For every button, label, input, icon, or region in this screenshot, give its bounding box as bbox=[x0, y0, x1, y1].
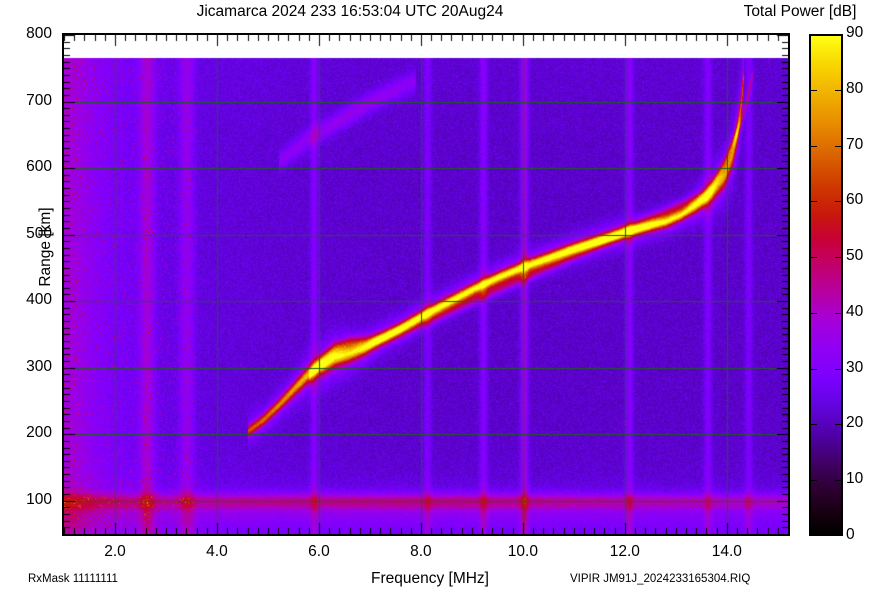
page-title: Jicamarca 2024 233 16:53:04 UTC 20Aug24 bbox=[196, 3, 504, 20]
y-tick-label: 600 bbox=[26, 158, 52, 176]
colorbar-tick-label: 20 bbox=[846, 414, 864, 432]
y-tick-label: 700 bbox=[26, 91, 52, 109]
colorbar-tick bbox=[811, 480, 817, 481]
y-tick-label: 500 bbox=[26, 224, 52, 242]
x-tick-label: 10.0 bbox=[507, 543, 538, 560]
colorbar-tick bbox=[811, 257, 817, 258]
colorbar-tick bbox=[835, 369, 841, 370]
x-tick-label: 12.0 bbox=[609, 543, 640, 560]
y-tick-label: 400 bbox=[26, 291, 52, 309]
x-tick-label: 8.0 bbox=[410, 543, 432, 560]
colorbar-title: Total Power [dB] bbox=[743, 3, 857, 20]
colorbar-tick bbox=[835, 424, 841, 425]
ionogram-heatmap-canvas bbox=[64, 35, 788, 534]
footer-filename: VIPIR JM91J_2024233165304.RIQ bbox=[570, 573, 751, 585]
x-tick-label: 2.0 bbox=[104, 543, 126, 560]
colorbar-tick bbox=[811, 201, 817, 202]
colorbar-tick-label: 90 bbox=[846, 24, 864, 41]
colorbar-tick-label: 80 bbox=[846, 79, 864, 97]
footer-rxmask: RxMask 11111111 bbox=[28, 573, 118, 585]
colorbar-tick bbox=[811, 313, 817, 314]
colorbar-tick-label: 70 bbox=[846, 135, 864, 153]
y-tick-label: 800 bbox=[26, 25, 52, 42]
colorbar-tick bbox=[811, 424, 817, 425]
colorbar bbox=[809, 34, 843, 536]
x-axis-label: Frequency [MHz] bbox=[370, 570, 489, 587]
colorbar-tick bbox=[811, 369, 817, 370]
colorbar-tick bbox=[811, 146, 817, 147]
x-tick-label: 4.0 bbox=[206, 543, 228, 560]
y-tick-label: 200 bbox=[26, 424, 52, 442]
colorbar-tick bbox=[835, 201, 841, 202]
ionogram-plot bbox=[62, 33, 790, 536]
y-tick-label: 100 bbox=[26, 490, 52, 508]
colorbar-tick-label: 50 bbox=[846, 247, 864, 265]
colorbar-tick-label: 40 bbox=[846, 302, 864, 320]
colorbar-tick bbox=[835, 146, 841, 147]
colorbar-tick bbox=[835, 313, 841, 314]
x-tick-label: 14.0 bbox=[711, 543, 742, 560]
colorbar-tick bbox=[835, 257, 841, 258]
x-tick-label: 6.0 bbox=[308, 543, 330, 560]
colorbar-tick-label: 10 bbox=[846, 470, 864, 488]
colorbar-tick-label: 30 bbox=[846, 358, 864, 376]
colorbar-tick bbox=[835, 90, 841, 91]
colorbar-tick-label: 0 bbox=[846, 526, 855, 543]
y-tick-label: 300 bbox=[26, 357, 52, 375]
colorbar-tick-label: 60 bbox=[846, 191, 864, 209]
colorbar-tick bbox=[835, 480, 841, 481]
colorbar-tick bbox=[811, 90, 817, 91]
